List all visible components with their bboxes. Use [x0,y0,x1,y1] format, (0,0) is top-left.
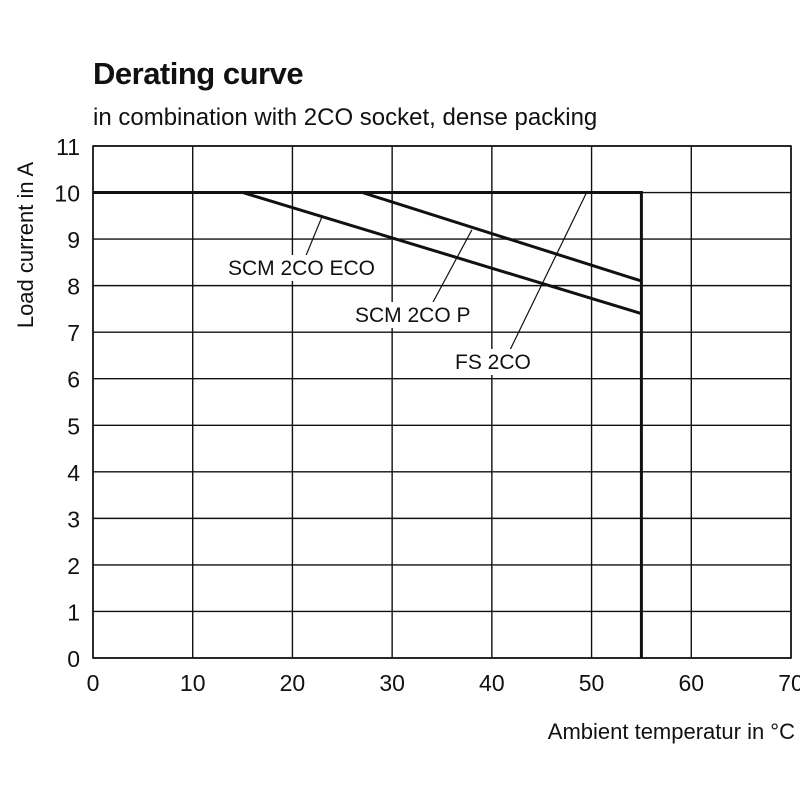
y-tick-label: 6 [67,367,80,393]
annotation-leader [431,229,473,305]
annotation-bg [452,349,534,375]
annotation-label: SCM 2CO ECO [228,257,375,280]
y-tick-label: 7 [67,320,80,346]
x-tick-label: 50 [579,670,605,696]
plot-frame [92,145,792,659]
grid [92,145,792,659]
series-line-fs-2co [93,191,643,658]
chart-subtitle: in combination with 2CO socket, dense pa… [93,104,598,131]
y-tick-label: 3 [67,506,80,532]
y-tick-label: 4 [67,460,80,486]
y-tick-label: 8 [67,274,80,300]
y-tick-label: 2 [67,553,80,579]
annotation-leader [304,215,323,259]
annotation-bg [352,302,474,328]
y-tick-label: 11 [56,134,80,160]
y-tick-label: 5 [67,413,80,439]
x-axis-label: Ambient temperatur in °C [548,719,795,744]
tick-labels: 0 10 20 30 40 50 60 70 0 1 2 3 4 5 6 7 8 9 10 11 [54,134,800,696]
x-tick-label: 70 [778,670,800,696]
y-tick-label: 1 [67,599,80,625]
annotation-leader [509,192,588,351]
y-axis-label: Load current in A [13,162,38,329]
chart-title: Derating curve [93,56,304,91]
x-tick-label: 10 [180,670,206,696]
y-tick-label: 10 [54,181,80,207]
y-tick-label: 9 [67,227,80,253]
annotations: SCM 2CO ECO SCM 2CO P FS 2CO [225,192,588,375]
series-line-scm-2co-eco [93,191,642,316]
x-tick-label: 60 [678,670,704,696]
series-lines [93,191,643,658]
x-tick-label: 0 [87,670,100,696]
x-tick-label: 40 [479,670,505,696]
annotation-bg [225,255,379,281]
x-tick-label: 20 [280,670,306,696]
annotation-label: FS 2CO [455,351,531,374]
y-tick-label: 0 [67,646,80,672]
x-tick-label: 30 [379,670,405,696]
annotation-label: SCM 2CO P [355,304,471,327]
